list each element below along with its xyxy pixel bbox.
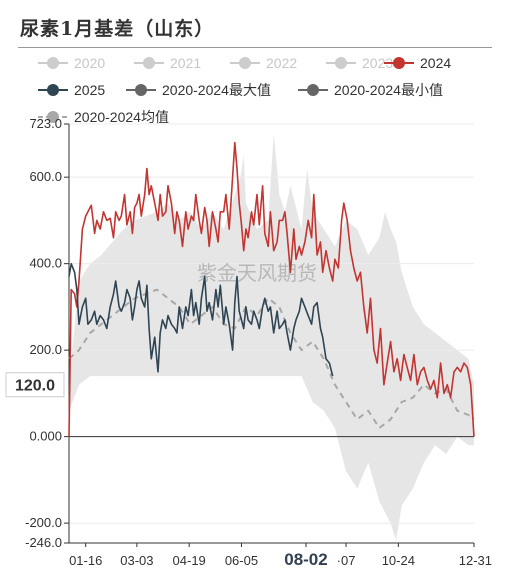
y-tick-label: -246.0 xyxy=(25,535,62,550)
legend-item-2022[interactable]: 2022 xyxy=(230,54,297,72)
watermark: 紫金天风期货 xyxy=(197,262,317,285)
x-tick-label: 10-24 xyxy=(382,553,415,568)
legend-label: 2025 xyxy=(74,82,106,98)
x-tick-label: 06-05 xyxy=(225,553,258,568)
legend-marker-icon xyxy=(38,57,68,69)
legend-label: 2020-2024最大值 xyxy=(162,82,271,98)
max-min-band xyxy=(69,133,474,541)
y-tick-label: 200.0 xyxy=(29,342,62,357)
y-cursor-label: 120.0 xyxy=(15,378,55,395)
x-tick-label: 12-31 xyxy=(459,553,492,568)
legend-label: 2020 xyxy=(74,55,106,71)
legend-label: 2022 xyxy=(266,55,298,71)
legend-label: 2020-2024最小值 xyxy=(334,82,443,98)
legend-item-2020[interactable]: 2020 xyxy=(38,54,105,72)
legend-label: 2021 xyxy=(170,55,202,71)
legend-marker-icon xyxy=(126,84,156,96)
legend-marker-icon xyxy=(38,111,68,123)
legend-marker-icon xyxy=(384,57,414,69)
chart-title: 尿素1月基差（山东） xyxy=(20,18,215,40)
legend-item-2020-2024最小值[interactable]: 2020-2024最小值 xyxy=(298,81,443,99)
x-tick-label: 01-16 xyxy=(69,553,102,568)
x-cursor-label: 08-02 xyxy=(284,550,327,569)
series-2025-line xyxy=(68,262,334,377)
legend-label: 2020-2024均值 xyxy=(74,109,169,125)
legend-item-2025[interactable]: 2025 xyxy=(38,81,105,99)
legend-marker-icon xyxy=(134,57,164,69)
legend-item-2024[interactable]: 2024 xyxy=(384,54,451,72)
legend-marker-icon xyxy=(230,57,260,69)
legend-marker-icon xyxy=(38,84,68,96)
x-cursor-badge xyxy=(279,548,332,570)
title-divider xyxy=(18,47,492,48)
legend-item-2020-2024均值[interactable]: 2020-2024均值 xyxy=(38,108,169,126)
y-tick-label: 723.0 xyxy=(29,116,62,131)
legend-marker-icon xyxy=(326,57,356,69)
x-tick-label: 04-19 xyxy=(173,553,206,568)
x-tick-label: 03-03 xyxy=(120,553,153,568)
legend-item-2021[interactable]: 2021 xyxy=(134,54,201,72)
band-area xyxy=(69,133,474,541)
y-tick-label: -200.0 xyxy=(25,515,62,530)
legend-label: 2024 xyxy=(420,55,452,71)
y-tick-label: 0.000 xyxy=(29,429,62,444)
series xyxy=(68,141,475,437)
axes: 723.0 600.0 400.0 200.0 0.000 -200.0 -246.0 01-… xyxy=(25,116,492,568)
x-tick-label: ·07 xyxy=(337,553,356,568)
legend-marker-icon xyxy=(298,84,328,96)
legend-item-2023[interactable]: 2023 xyxy=(326,54,393,72)
cursor: 08-02 120.0 xyxy=(5,372,332,570)
y-tick-label: 400.0 xyxy=(29,256,62,271)
y-cursor-badge xyxy=(5,372,65,398)
y-tick-label: 600.0 xyxy=(29,169,62,184)
legend-label: 2023 xyxy=(362,55,394,71)
legend-item-2020-2024最大值[interactable]: 2020-2024最大值 xyxy=(126,81,271,99)
series-2024-line xyxy=(68,141,475,437)
